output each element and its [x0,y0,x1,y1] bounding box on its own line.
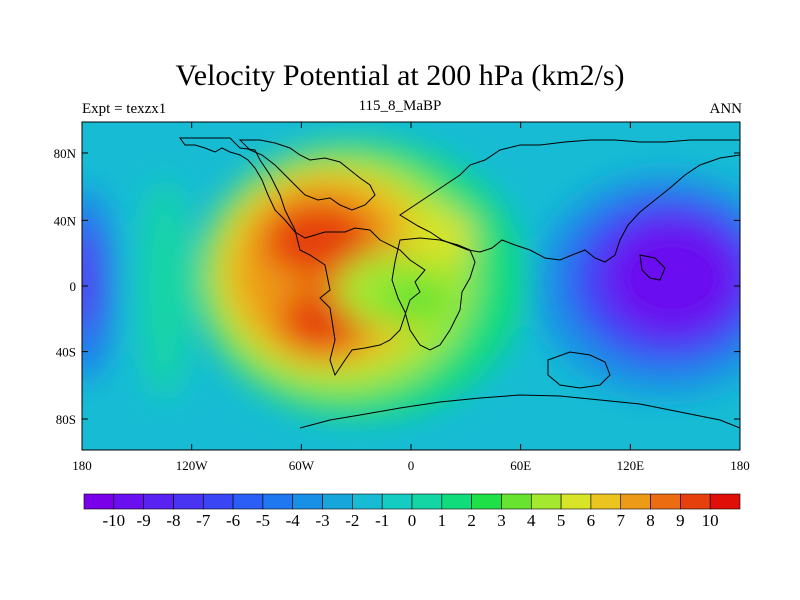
colorbar-swatch [501,493,532,510]
colorbar-swatch [560,493,592,510]
greenland-arctic-coast [238,139,376,211]
x-tick-label: 60E [510,458,531,473]
colorbar-label: 6 [587,511,596,530]
colorbar-swatch [680,493,711,510]
colorbar-label: 4 [527,511,536,530]
plot-title: Velocity Potential at 200 hPa (km2/s) [175,59,625,92]
colorbar-label: -7 [196,511,211,530]
colorbar-swatch [83,493,115,510]
americas-coast [179,137,426,377]
colorbar-label: -8 [166,511,180,530]
x-tick-label: 180 [730,458,750,473]
contour-field [82,122,740,450]
x-tick-label: 120E [617,458,645,473]
colorbar-label: 9 [676,511,685,530]
maritime-continent-coast [639,254,666,281]
colorbar-label: 8 [646,511,655,530]
y-tick-label: 40N [54,213,77,228]
inner-notch-core [380,275,450,325]
x-tick-label: 180 [72,458,92,473]
africa-coast [391,237,476,351]
colorbar-swatch [590,493,622,510]
y-tick-label: 80N [54,146,77,161]
cyan-band [140,180,190,400]
y-tick-label: 40S [56,345,76,360]
season-label: ANN [709,101,743,117]
colorbar-label: -3 [315,511,329,530]
colorbar-label: 1 [438,511,447,530]
x-tick-label: 120W [176,458,209,473]
antarctica-coast [299,394,740,429]
east-lobe [405,210,475,260]
experiment-label: Expt = texzx1 [82,101,167,117]
colorbar-swatch [620,493,651,510]
colorbar-swatch [262,493,294,510]
colorbar: -10 -9 -8 -7 -6 -5 -4 -3 -2 -1 0 1 2 3 4 5 6 7 8 9 10 [83,493,741,530]
colorbar-swatch [202,493,234,510]
colorbar-swatch [441,493,472,510]
colorbar-label: 10 [702,511,719,530]
colorbar-label: -1 [375,511,389,530]
australia-coast [547,351,611,389]
west-neg-core [82,225,96,335]
colorbar-label: 0 [408,511,417,530]
colorbar-swatch [471,493,502,510]
x-tick-label: 60W [289,458,315,473]
colorbar-swatch [352,493,383,510]
y-tick-label: 0 [70,279,77,294]
colorbar-swatch [411,493,443,510]
colorbar-swatch [143,493,174,510]
colorbar-swatch [530,493,562,510]
colorbar-label: 3 [497,511,506,530]
colorbar-swatch [381,493,413,510]
colorbar-swatch [650,493,681,510]
colorbar-label: 2 [467,511,476,530]
colorbar-label: -10 [102,511,125,530]
colorbar-swatch [113,493,144,510]
colorbar-label: 5 [557,511,566,530]
colorbar-swatch [173,493,204,510]
colorbar-label: -6 [226,511,240,530]
colorbar-swatch [292,493,323,510]
eurasia-coast [399,139,740,263]
axes: 180 120W 60W 0 60E 120E 180 80N 40N 0 40S 80S [54,122,750,473]
colorbar-label: 7 [616,511,625,530]
x-tick-label: 0 [408,458,415,473]
coastlines [179,137,740,429]
colorbar-label: -2 [345,511,359,530]
colorbar-label: -4 [286,511,301,530]
neg-region-core [602,218,740,338]
y-tick-label: 80S [56,412,76,427]
colorbar-swatch [232,493,264,510]
colorbar-swatch [709,493,741,510]
run-label: 115_8_MaBP [358,98,442,114]
colorbar-label: -5 [256,511,270,530]
colorbar-swatch [322,493,353,510]
colorbar-label: -9 [137,511,151,530]
